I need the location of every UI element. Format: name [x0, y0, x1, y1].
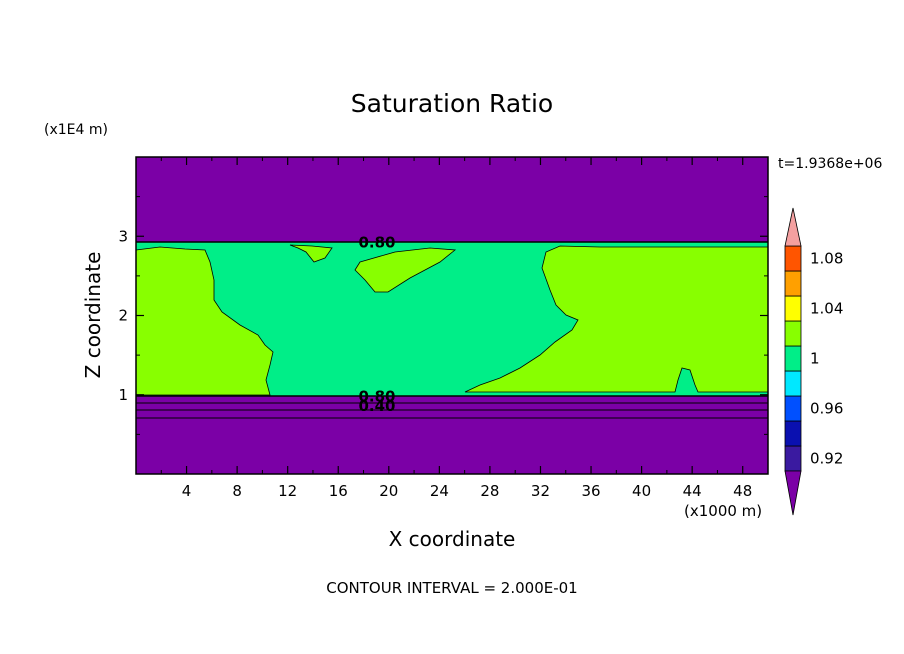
x-tick-label: 12	[278, 482, 297, 500]
x-tick-label: 8	[232, 482, 242, 500]
region-supersaturated-east	[464, 245, 769, 393]
contour-label: 0.80	[358, 387, 395, 405]
colorbar-swatch	[784, 420, 802, 447]
region-lower-dry	[136, 396, 768, 474]
colorbar: 0.92 0.96 1 1.04 1.08	[784, 207, 843, 516]
chart-title: Saturation Ratio	[351, 89, 553, 118]
region-supersaturated-pocket	[289, 244, 333, 263]
colorbar-tick-label: 0.96	[810, 400, 843, 418]
region-upper-dry	[136, 157, 768, 242]
colorbar-swatch	[784, 395, 802, 422]
y-tick-label: 2	[118, 307, 128, 325]
x-tick-label: 48	[733, 482, 752, 500]
y-scale-label: (x1E4 m)	[44, 122, 108, 138]
y-tick-label: 1	[118, 386, 128, 404]
x-tick-label: 28	[480, 482, 499, 500]
colorbar-tick-label: 0.92	[810, 450, 843, 468]
colorbar-swatch	[784, 345, 802, 372]
x-tick-label: 24	[430, 482, 449, 500]
colorbar-tick-label: 1.08	[810, 250, 843, 268]
colorbar-swatch	[784, 370, 802, 397]
x-axis-label: X coordinate	[389, 527, 516, 551]
contour-labels: 0.800.800.40	[358, 234, 395, 415]
contour-interval-footer: CONTOUR INTERVAL = 2.000E-01	[326, 579, 577, 597]
colorbar-over-triangle	[784, 207, 802, 247]
plot-area	[135, 156, 769, 475]
x-tick-label: 44	[683, 482, 702, 500]
y-tick-label: 3	[118, 227, 128, 245]
x-tick-label: 16	[329, 482, 348, 500]
region-supersaturated-center	[354, 247, 457, 293]
x-tick-label: 20	[379, 482, 398, 500]
colorbar-under-triangle	[784, 470, 802, 516]
x-scale-label: (x1000 m)	[684, 502, 762, 520]
x-axis-ticks: 4 8 12 16 20 24 28 32 36 40 44 48	[160, 157, 752, 500]
x-tick-label: 32	[531, 482, 550, 500]
colorbar-swatch	[784, 445, 802, 472]
region-supersaturated-west	[135, 246, 274, 396]
y-axis-ticks: 1 2 3	[118, 196, 768, 435]
x-tick-label: 4	[182, 482, 192, 500]
colorbar-tick-label: 1	[810, 350, 820, 368]
contour-label: 0.80	[358, 234, 395, 252]
contour-label: 0.40	[358, 397, 395, 415]
colorbar-tick-label: 1.04	[810, 300, 843, 318]
colorbar-swatch	[784, 320, 802, 347]
x-tick-label: 36	[581, 482, 600, 500]
colorbar-swatch	[784, 270, 802, 297]
x-tick-label: 40	[632, 482, 651, 500]
y-axis-label: Z coordinate	[81, 252, 105, 379]
colorbar-swatch	[784, 295, 802, 322]
colorbar-swatch	[784, 245, 802, 272]
time-label: t=1.9368e+06	[778, 156, 882, 172]
